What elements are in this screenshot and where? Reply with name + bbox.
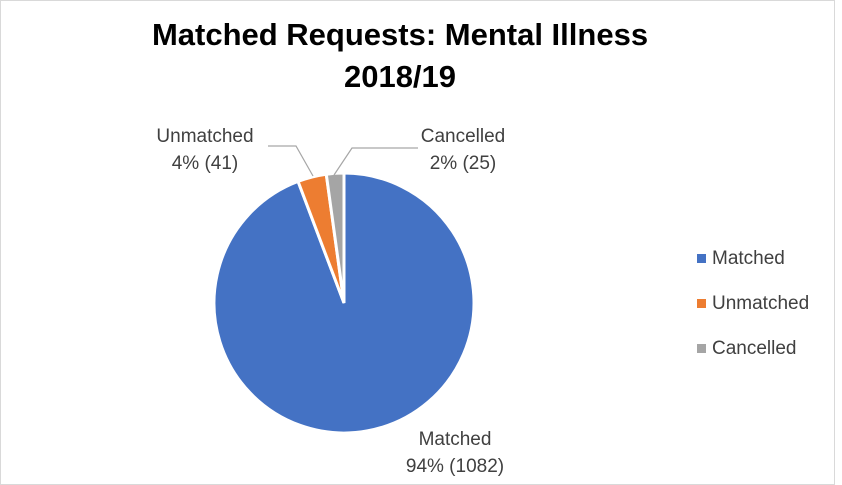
data-label-value: 94% (1082)	[406, 456, 504, 477]
legend-label: Matched	[712, 248, 785, 269]
leader-line	[268, 145, 314, 177]
legend-label: Cancelled	[712, 338, 797, 359]
legend-swatch	[697, 299, 706, 308]
legend-swatch	[697, 344, 706, 353]
leader-line	[333, 147, 418, 176]
data-label-name: Unmatched	[156, 126, 253, 147]
data-label-value: 2% (25)	[430, 153, 497, 174]
data-label-value: 4% (41)	[172, 153, 239, 174]
legend-swatch	[697, 254, 706, 263]
legend-label: Unmatched	[712, 293, 809, 314]
data-label-name: Matched	[419, 429, 492, 450]
data-label-name: Cancelled	[421, 126, 506, 147]
chart-title: Matched Requests: Mental Illness 2018/19	[151, 17, 649, 94]
